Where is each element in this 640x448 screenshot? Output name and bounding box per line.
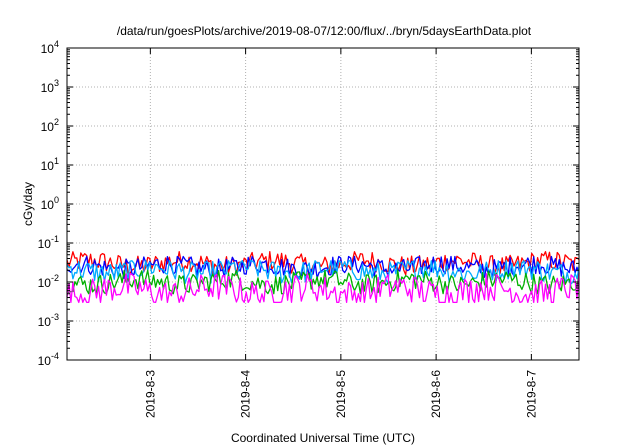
y-tick-label-exponent: -1 [51, 234, 59, 244]
y-tick-label-base: 10 [38, 237, 52, 251]
y-tick-label: 10-1 [38, 234, 59, 251]
x-tick-label: 2019-8-4 [239, 370, 253, 418]
y-tick-label-base: 10 [41, 198, 55, 212]
series-group [66, 251, 580, 304]
x-axis-tick-labels: 2019-8-3 2019-8-4 2019-8-5 2019-8-6 2019-8-7 [143, 370, 538, 418]
y-tick-label: 100 [41, 195, 59, 212]
y-tick-label-base: 10 [41, 42, 55, 56]
y-tick-label-exponent: 2 [54, 117, 59, 127]
x-tick-label: 2019-8-7 [524, 370, 538, 418]
y-tick-label-exponent: -4 [51, 351, 59, 361]
y-tick-label-base: 10 [41, 159, 55, 173]
y-tick-label: 10-4 [38, 351, 59, 368]
series-line-5 [66, 272, 580, 304]
y-tick-label-base: 10 [38, 276, 52, 290]
y-tick-label-base: 10 [41, 120, 55, 134]
chart-title: /data/run/goesPlots/archive/2019-08-07/1… [117, 24, 532, 38]
y-tick-label-base: 10 [38, 315, 52, 329]
tick-marks [67, 47, 579, 361]
x-tick-label: 2019-8-6 [429, 370, 443, 418]
y-tick-label: 103 [41, 78, 59, 95]
y-tick-label-exponent: -2 [51, 273, 59, 283]
series-line-3 [66, 260, 580, 285]
y-tick-label: 104 [41, 39, 59, 56]
x-tick-label: 2019-8-5 [334, 370, 348, 418]
y-tick-label-exponent: 1 [54, 156, 59, 166]
y-tick-label: 102 [41, 117, 59, 134]
y-axis-label: cGy/day [21, 182, 35, 226]
y-tick-label-exponent: 0 [54, 195, 59, 205]
y-tick-label-exponent: -3 [51, 312, 59, 322]
y-tick-label: 10-2 [38, 273, 59, 290]
y-tick-label: 101 [41, 156, 59, 173]
plot-area [66, 47, 580, 361]
y-tick-label-exponent: 3 [54, 78, 59, 88]
grid-lines [67, 48, 579, 360]
x-axis-label: Coordinated Universal Time (UTC) [231, 431, 415, 445]
y-tick-label-base: 10 [41, 81, 55, 95]
series-line-4 [66, 269, 580, 295]
y-tick-label: 10-3 [38, 312, 59, 329]
x-tick-label: 2019-8-3 [143, 370, 157, 418]
series-line-2 [66, 255, 580, 280]
y-tick-label-base: 10 [38, 354, 52, 368]
y-tick-label-exponent: 4 [54, 39, 59, 49]
